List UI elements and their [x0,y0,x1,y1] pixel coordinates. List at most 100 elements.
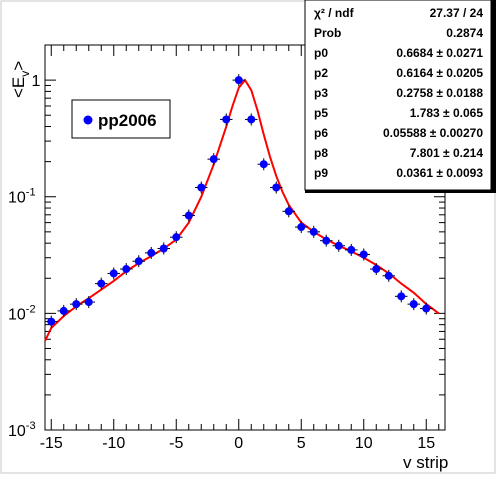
stats-row-value: 0.2758 ± 0.0188 [396,86,483,100]
data-marker [359,250,368,259]
stats-row-name: p9 [314,166,328,180]
y-tick-label: 10-3 [8,420,36,440]
x-tick-label: -5 [169,435,183,452]
data-point [195,181,208,194]
y-axis-label-main: <E [9,77,28,98]
data-marker [247,115,256,124]
data-point [245,113,258,126]
data-marker [97,279,106,288]
data-point [357,248,370,261]
data-marker [309,227,318,236]
data-marker [184,211,193,220]
data-marker [234,76,243,85]
data-marker [297,223,306,232]
data-point [420,302,433,315]
data-marker [409,300,418,309]
data-point [107,267,120,280]
x-tick-label: 15 [417,435,435,452]
stats-row-value: 7.801 ± 0.214 [410,146,484,160]
data-point [45,315,58,328]
stats-frame [304,0,492,191]
data-point [282,205,295,218]
data-point [145,246,158,259]
data-marker [72,300,81,309]
data-marker [209,155,218,164]
stats-row-value: 27.37 / 24 [430,6,484,20]
stats-row-value: 0.0361 ± 0.0093 [396,166,483,180]
x-tick-label: 0 [234,435,243,452]
data-marker [59,306,68,315]
stats-box: χ² / ndf 27.37 / 24 Prob 0.2874 p0 0.6684 ± 0… [304,0,496,193]
stats-row-name: χ² / ndf [314,6,355,20]
data-marker [147,248,156,257]
data-point [120,263,133,276]
stats-row-name: p6 [314,126,328,140]
data-marker [397,292,406,301]
stats-rows: χ² / ndf 27.37 / 24 Prob 0.2874 p0 0.6684 ± 0… [314,6,483,180]
data-point [382,269,395,282]
data-point [57,304,70,317]
data-point [232,74,245,87]
stats-row-name: p8 [314,146,328,160]
data-points [45,74,433,328]
data-marker [422,304,431,313]
data-point [182,209,195,222]
data-point [207,153,220,166]
x-axis-label: v strip [403,453,448,472]
legend-label: pp2006 [98,111,157,130]
data-point [395,290,408,303]
data-point [82,296,95,309]
data-marker [197,183,206,192]
data-marker [272,183,281,192]
y-tick-label: 10-1 [8,187,36,207]
data-point [345,243,358,256]
y-tick-label: 10-2 [8,303,36,323]
data-point [257,158,270,171]
data-marker [159,244,168,253]
data-point [407,298,420,311]
x-tick-label: 5 [297,435,306,452]
y-tick-label: 1 [32,73,41,90]
data-marker [372,265,381,274]
stats-row-name: p0 [314,46,328,60]
stats-row-value: 0.6164 ± 0.0205 [396,66,483,80]
data-point [370,263,383,276]
data-marker [222,115,231,124]
x-tick-label: 10 [355,435,373,452]
data-point [220,113,233,126]
stats-row-name: p2 [314,66,328,80]
data-point [132,255,145,268]
data-marker [109,269,118,278]
stats-row-value: 0.05588 ± 0.00270 [383,126,483,140]
x-tick-labels: -15 -10 -5 0 5 10 15 [40,435,436,452]
data-marker [347,245,356,254]
legend-box: pp2006 [71,99,171,139]
y-tick-labels: 10-3 10-2 10-1 1 [8,73,41,440]
stats-row-name: p5 [314,106,328,120]
data-marker [172,233,181,242]
y-axis-label-close: > [9,61,28,71]
data-marker [259,160,268,169]
y-axis-label: <Ev> [9,61,32,98]
data-marker [284,207,293,216]
data-point [157,242,170,255]
x-tick-label: -10 [102,435,125,452]
legend-marker [83,115,93,125]
x-tick-label: -15 [40,435,63,452]
data-marker [122,265,131,274]
data-point [95,277,108,290]
data-marker [384,271,393,280]
stats-row-value: 0.6684 ± 0.0271 [396,46,483,60]
data-point [295,221,308,234]
y-axis-label-sub: v [18,71,32,77]
data-marker [334,241,343,250]
data-marker [47,317,56,326]
data-point [320,234,333,247]
data-marker [134,257,143,266]
data-point [170,231,183,244]
stats-row-name: p3 [314,86,328,100]
data-point [70,298,83,311]
data-point [270,181,283,194]
